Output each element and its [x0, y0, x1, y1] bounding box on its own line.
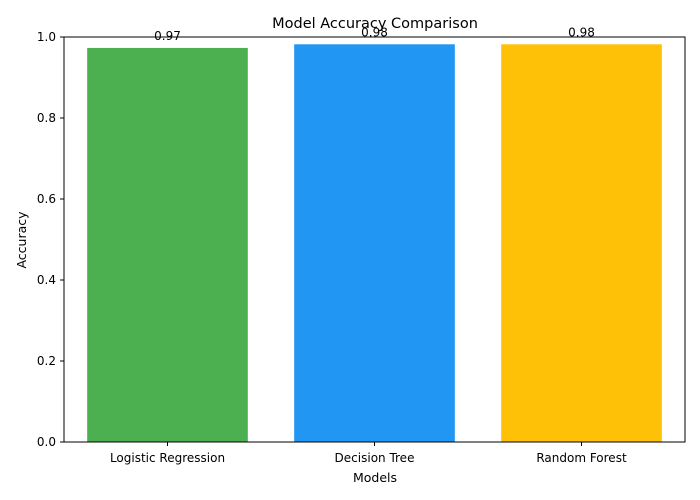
- y-tick-label: 0.8: [37, 111, 56, 125]
- bar-logistic-regression: [87, 47, 248, 443]
- x-axis-label: Models: [353, 470, 397, 485]
- y-axis-label: Accuracy: [14, 211, 29, 269]
- y-tick-label: 0.2: [37, 354, 56, 368]
- chart-title: Model Accuracy Comparison: [272, 16, 478, 32]
- bars-group: [87, 44, 662, 443]
- x-axis: Logistic Regression Decision Tree Random F…: [110, 442, 627, 465]
- x-tick-label: Logistic Regression: [110, 451, 225, 465]
- y-tick-label: 0.4: [37, 273, 56, 287]
- data-label: 0.98: [361, 25, 388, 39]
- x-tick-label: Decision Tree: [335, 451, 415, 465]
- data-label: 0.98: [568, 25, 595, 39]
- y-axis: 0.0 0.2 0.4 0.6 0.8 1.0: [37, 30, 64, 449]
- data-label: 0.97: [154, 29, 181, 43]
- y-tick-label: 1.0: [37, 30, 56, 44]
- y-tick-label: 0.0: [37, 435, 56, 449]
- bar-decision-tree: [294, 44, 455, 442]
- x-tick-label: Random Forest: [536, 451, 627, 465]
- data-labels-group: 0.97 0.98 0.98: [154, 25, 595, 43]
- y-tick-label: 0.6: [37, 192, 56, 206]
- bar-random-forest: [501, 44, 662, 442]
